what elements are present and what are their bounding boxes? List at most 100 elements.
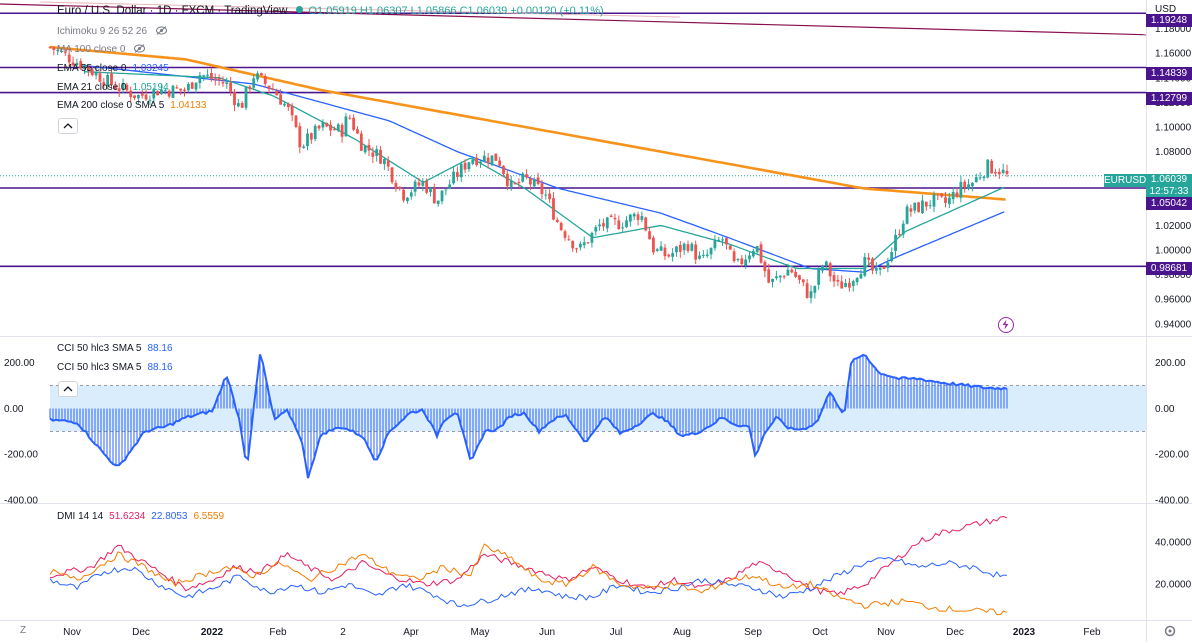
candle — [167, 90, 171, 97]
candle — [997, 171, 1001, 175]
ema21-line — [83, 71, 1005, 270]
ema21-label: EMA 21 close 0 — [57, 82, 127, 93]
price-tick-label: 0.96000 — [1155, 295, 1192, 306]
level-tag-5: 0.98681 — [1146, 262, 1192, 275]
candle — [498, 160, 502, 166]
candle — [513, 182, 517, 184]
candle — [125, 84, 129, 91]
candle — [874, 267, 878, 271]
candle — [425, 180, 429, 193]
candle — [1005, 170, 1009, 175]
ema55-line — [83, 64, 1005, 273]
candle — [390, 167, 394, 183]
candle — [48, 46, 52, 48]
candle — [406, 197, 409, 202]
candle — [705, 254, 709, 257]
candle — [955, 192, 959, 197]
currency-label: USD — [1155, 4, 1177, 15]
timezone-z-icon[interactable]: Z — [20, 625, 27, 636]
legend-ema55[interactable]: EMA 55 close 0 1.03245 — [57, 62, 169, 75]
level-tag-4: 1.05042 — [1146, 197, 1192, 210]
time-tick-label: Aug — [673, 627, 691, 638]
candle — [990, 160, 994, 174]
candle — [90, 69, 94, 76]
candle — [233, 91, 236, 106]
candle — [947, 197, 951, 205]
candle — [140, 93, 144, 96]
candle — [713, 239, 717, 249]
candle — [921, 200, 924, 214]
candle — [786, 269, 790, 276]
candle — [628, 214, 632, 222]
candle — [636, 214, 640, 220]
candle — [848, 282, 851, 288]
market-status-dot — [295, 6, 303, 13]
lightning-icon[interactable] — [998, 317, 1014, 333]
legend-dmi[interactable]: DMI 14 14 51.6234 22.8053 6.5559 — [57, 510, 224, 523]
candle — [413, 181, 417, 192]
candle — [152, 89, 156, 99]
candle — [429, 188, 432, 193]
candle — [333, 129, 336, 131]
dmi-adx-line — [49, 515, 1008, 596]
legend-ichimoku[interactable]: Ichimoku 9 26 52 26 — [57, 25, 167, 38]
candle — [844, 283, 847, 287]
legend-ma100[interactable]: MA 100 close 0 — [57, 43, 146, 56]
candle — [144, 94, 148, 100]
candle — [136, 94, 140, 99]
collapse-legend-button[interactable] — [58, 118, 78, 134]
candle — [586, 242, 590, 244]
candle — [236, 103, 240, 107]
candle — [901, 223, 905, 235]
level-tag-3: 1.12799 — [1146, 92, 1192, 105]
chevron-up-icon — [63, 123, 73, 129]
candle — [190, 82, 194, 89]
legend-ema200[interactable]: EMA 200 close 0 SMA 5 1.04133 — [57, 99, 206, 112]
price-tick-label: 1.16000 — [1155, 49, 1192, 60]
candle — [117, 88, 121, 92]
legend-ema21[interactable]: EMA 21 close 0 1.05194 — [57, 81, 169, 94]
price-tick-label: 1.08000 — [1155, 147, 1192, 158]
candle — [575, 248, 578, 250]
eye-slash-icon[interactable] — [155, 26, 167, 35]
candle — [482, 155, 486, 162]
candle — [336, 124, 340, 131]
candle — [913, 202, 917, 211]
candle — [309, 133, 313, 140]
candle — [605, 217, 609, 229]
candle — [867, 257, 871, 260]
candle — [609, 215, 613, 218]
candle — [321, 122, 325, 128]
candle — [371, 152, 375, 157]
cci-tick-label-right: -200.00 — [1155, 450, 1189, 461]
dmi-plus-value: 22.8053 — [151, 511, 188, 522]
legend-cci-1[interactable]: CCI 50 hlc3 SMA 5 88.16 — [57, 342, 173, 355]
candle — [263, 76, 267, 84]
candle — [736, 258, 740, 261]
legend-cci-2[interactable]: CCI 50 hlc3 SMA 5 88.16 — [57, 361, 173, 374]
candle — [156, 90, 160, 96]
dmi-tick-label: 40.0000 — [1155, 537, 1192, 548]
collapse-cci-legend-button[interactable] — [58, 381, 78, 397]
settings-gear-icon[interactable] — [1163, 624, 1177, 638]
candle — [667, 254, 671, 257]
candle — [440, 190, 444, 202]
candle — [194, 82, 198, 90]
candle — [755, 246, 759, 253]
dmi-plus-line — [49, 556, 1008, 608]
eye-slash-icon[interactable] — [134, 44, 146, 53]
candle — [986, 159, 990, 178]
time-tick-label: 2022 — [201, 627, 224, 638]
candle — [959, 181, 963, 198]
candle — [840, 281, 844, 289]
dmi-minus-line — [49, 543, 1008, 616]
price-tick-label: 1.00000 — [1155, 246, 1192, 257]
candle — [148, 99, 152, 101]
candle — [740, 258, 744, 264]
candle — [479, 161, 482, 164]
level-tag-1: 1.19248 — [1146, 14, 1192, 27]
candle — [317, 125, 321, 129]
candle — [444, 189, 448, 191]
